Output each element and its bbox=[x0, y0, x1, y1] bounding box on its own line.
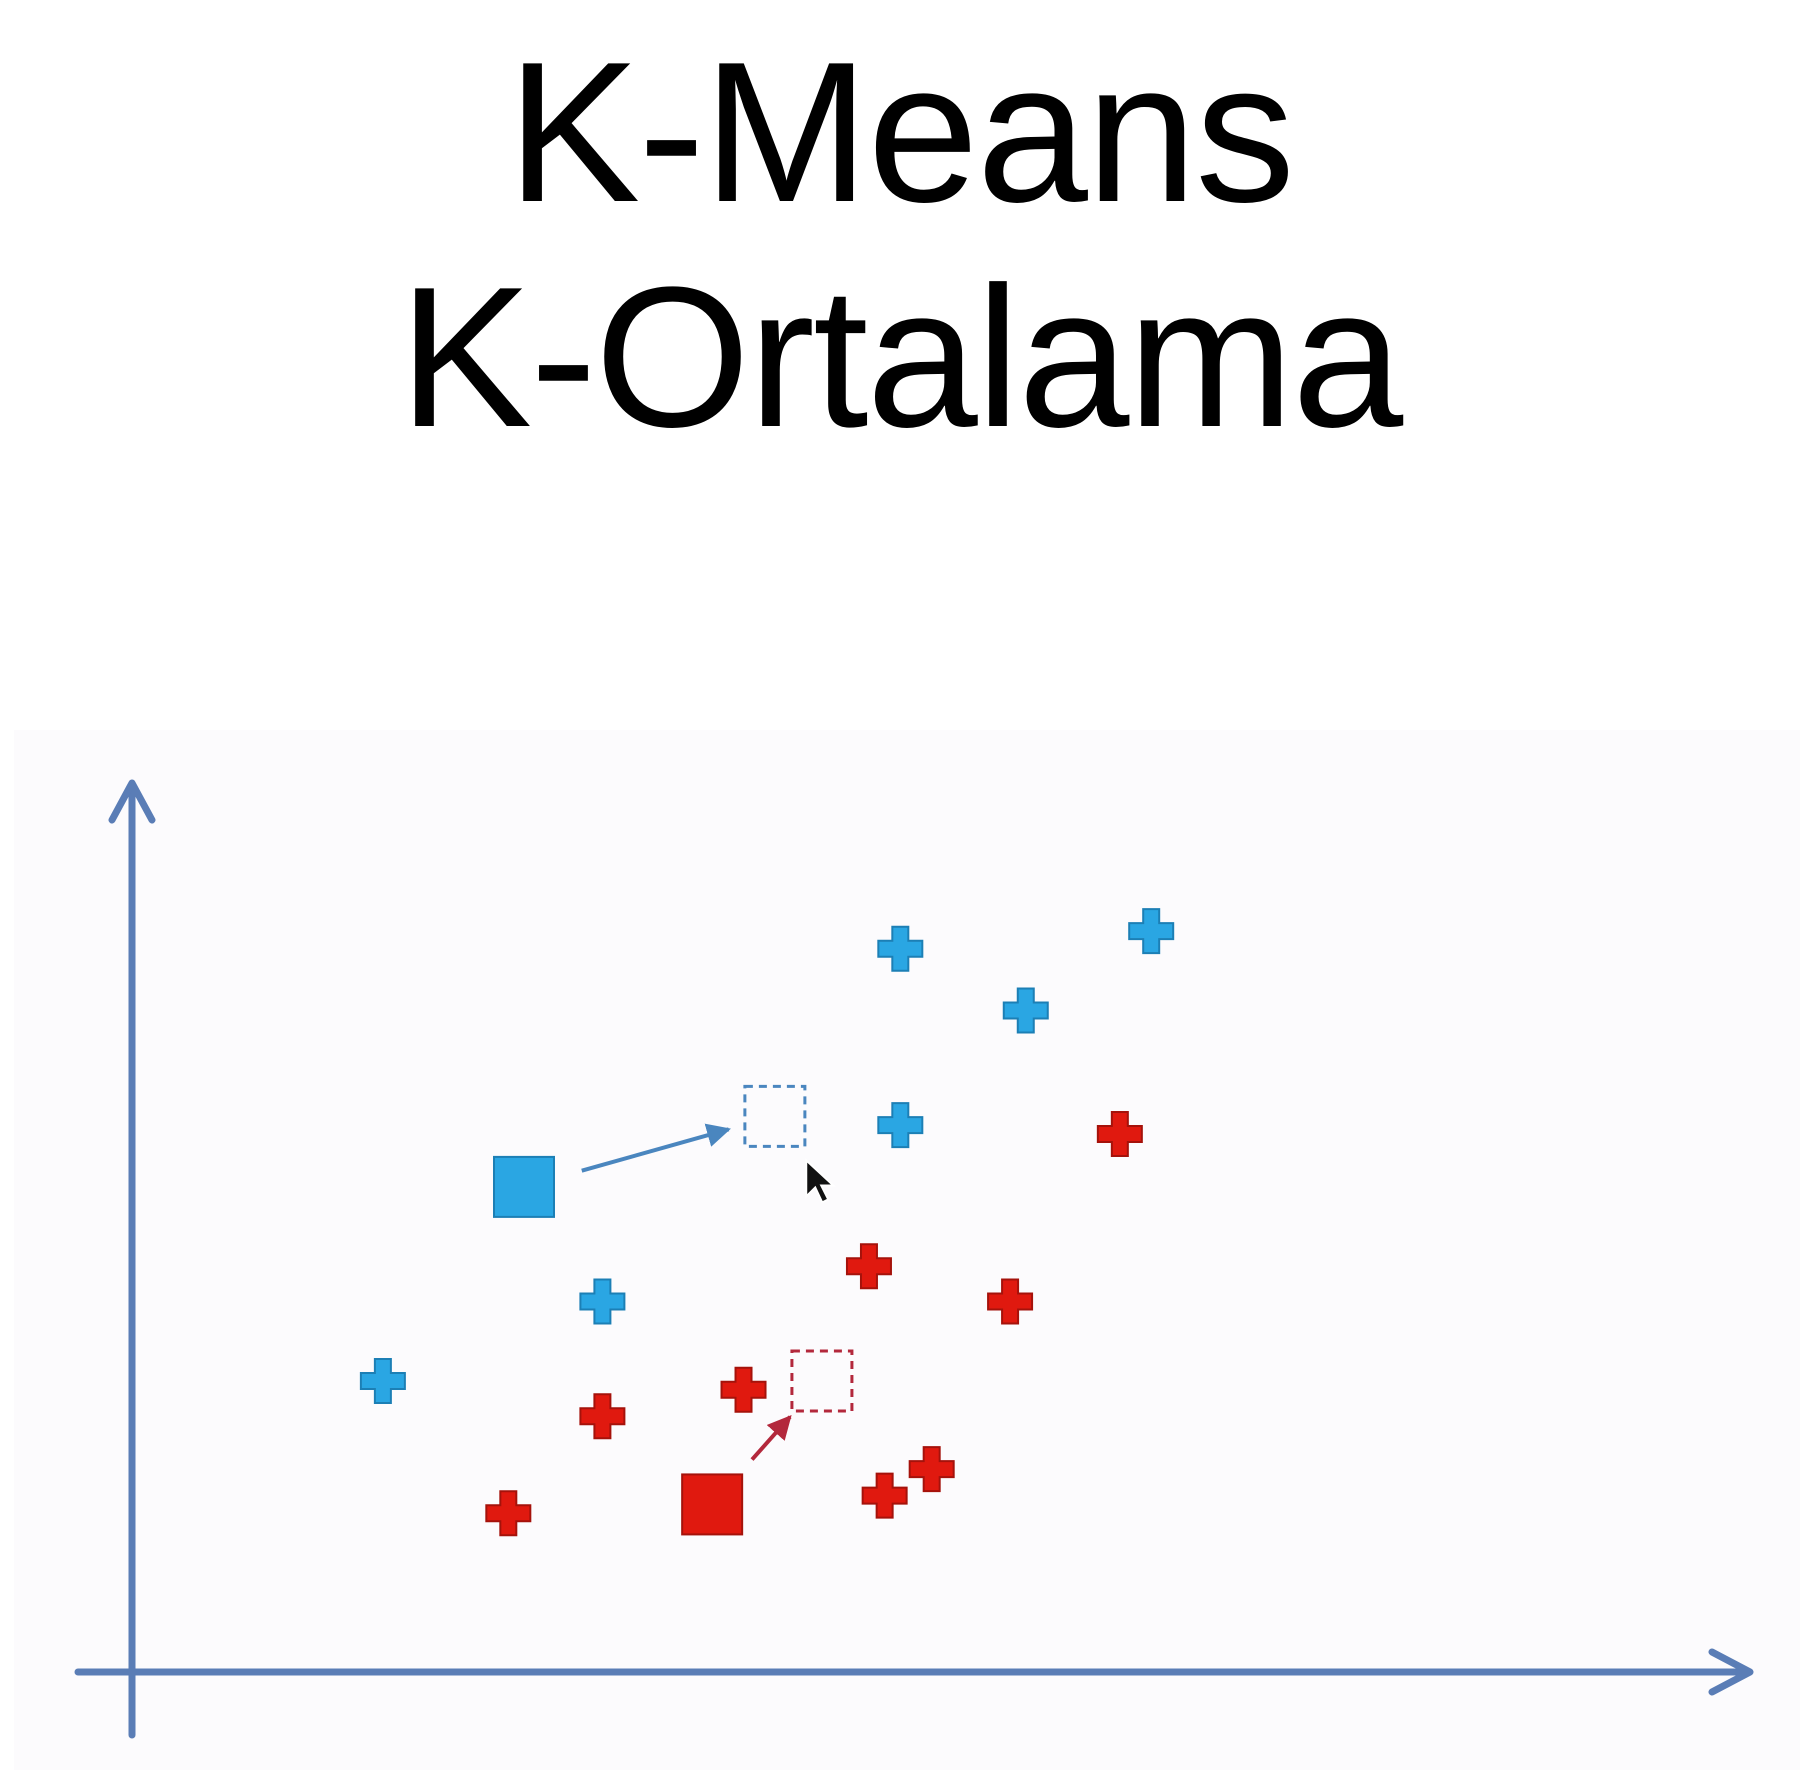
title-line-turkish: K-Ortalama bbox=[398, 246, 1403, 469]
red-data-point bbox=[720, 1366, 767, 1413]
title-line-english: K-Means bbox=[506, 21, 1295, 244]
blue-data-point bbox=[1128, 908, 1175, 955]
mouse-pointer-icon bbox=[805, 1158, 836, 1204]
blue-data-point bbox=[877, 925, 924, 972]
red-data-point bbox=[861, 1472, 908, 1519]
cursor-layer bbox=[805, 1158, 836, 1204]
red-data-point bbox=[485, 1490, 532, 1537]
blue-data-point bbox=[359, 1357, 406, 1404]
red-data-point bbox=[908, 1446, 955, 1493]
page-title: K-Means K-Ortalama bbox=[0, 20, 1800, 470]
axes bbox=[74, 779, 1754, 1739]
blue-new-centroid-dashed-square-icon bbox=[743, 1084, 807, 1148]
red-new-centroid-dashed-square-icon bbox=[790, 1349, 854, 1413]
blue-data-point bbox=[579, 1278, 626, 1325]
plot-panel bbox=[14, 730, 1800, 1770]
red-centroid-move-arrow bbox=[750, 1415, 792, 1461]
red-centroid-square-icon bbox=[681, 1473, 744, 1536]
blue-centroid-square-icon bbox=[493, 1155, 555, 1218]
blue-data-point bbox=[877, 1102, 924, 1149]
centroids bbox=[493, 1084, 854, 1536]
y-axis-arrowhead bbox=[108, 779, 156, 824]
x-axis-arrowhead bbox=[1708, 1648, 1754, 1696]
red-data-point bbox=[845, 1243, 892, 1290]
red-data-point bbox=[1096, 1110, 1143, 1157]
blue-data-point bbox=[1002, 987, 1049, 1034]
data-points bbox=[359, 908, 1175, 1537]
red-data-point bbox=[987, 1278, 1034, 1325]
red-data-point bbox=[579, 1393, 626, 1440]
blue-centroid-move-arrow bbox=[581, 1123, 731, 1173]
